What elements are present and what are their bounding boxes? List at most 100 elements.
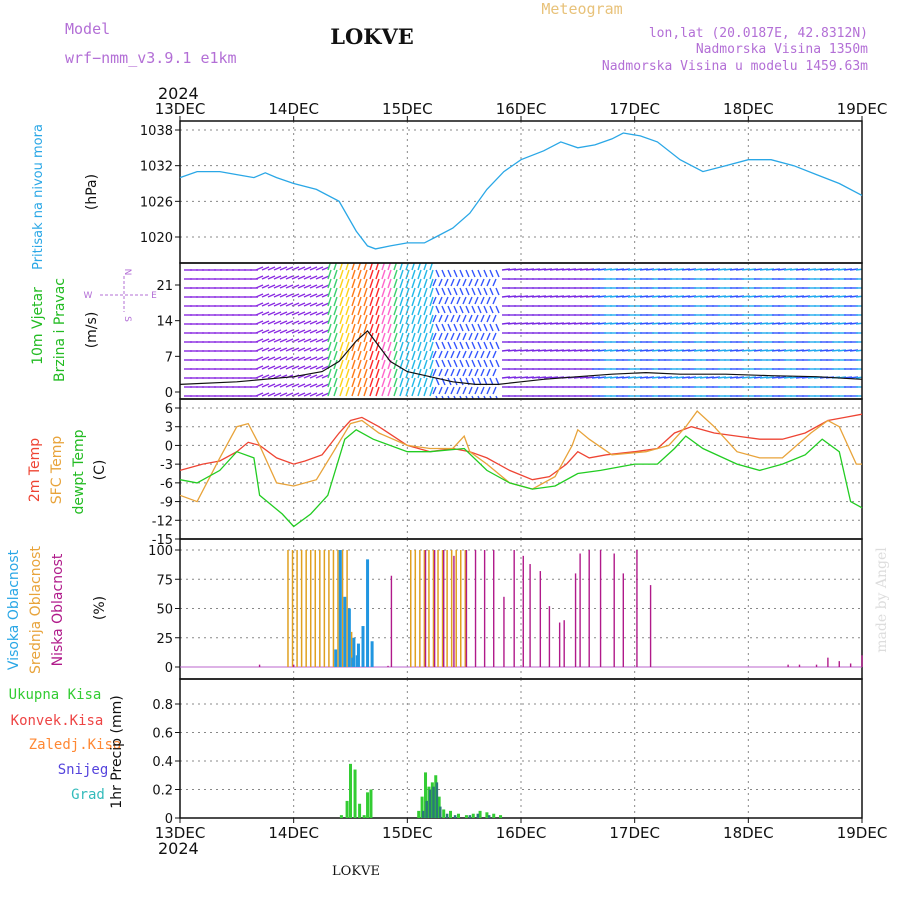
x-tick-label-bottom: 18DEC xyxy=(723,824,774,842)
wind-barb xyxy=(333,341,338,352)
wind-barb xyxy=(735,349,745,352)
wind-barb xyxy=(315,365,324,370)
wind-barb xyxy=(456,278,461,287)
wind-barb xyxy=(321,320,330,325)
station-title: LOKVE xyxy=(330,24,414,49)
wind-barb xyxy=(399,332,404,343)
wind-barb xyxy=(309,293,318,298)
wind-barb xyxy=(273,284,282,289)
cloud-bar xyxy=(588,550,590,667)
wind-barb xyxy=(486,314,491,323)
wind-barb xyxy=(273,392,282,397)
wind-barb xyxy=(705,376,715,379)
wind-barb xyxy=(333,269,338,280)
wind-barb xyxy=(573,268,583,271)
wind-barb xyxy=(375,296,380,307)
wind-barb xyxy=(711,322,721,325)
wind-barb xyxy=(435,305,440,314)
wind-barb xyxy=(297,275,306,280)
wind-barb xyxy=(651,322,661,325)
wind-barb xyxy=(432,350,437,359)
wind-barb xyxy=(303,311,312,316)
precip-bar xyxy=(366,792,370,818)
wind-barb xyxy=(549,376,559,379)
wind-barb xyxy=(795,268,805,271)
wind-barb xyxy=(357,314,362,325)
wind-barb xyxy=(267,356,276,361)
wind-barb xyxy=(267,302,276,307)
wind-barb xyxy=(279,275,288,280)
wind-barb xyxy=(849,376,859,379)
wind-barb xyxy=(489,323,494,332)
wind-barb xyxy=(387,386,392,397)
wind-barb xyxy=(405,278,410,289)
wind-barb xyxy=(831,322,841,325)
wind-barb xyxy=(285,311,294,316)
wind-barb xyxy=(483,269,488,278)
y-tick-label: -3 xyxy=(160,458,173,473)
wind-barb xyxy=(465,341,470,350)
wind-barb xyxy=(309,284,318,289)
wind-barb xyxy=(621,376,631,379)
wind-barb xyxy=(345,332,350,343)
y-tick-label: 0 xyxy=(165,439,173,454)
wind-barb xyxy=(699,349,709,352)
wind-barb xyxy=(339,314,344,325)
cloud-bar xyxy=(319,550,321,667)
cloud-bar xyxy=(827,657,829,667)
wind-barb xyxy=(375,341,380,352)
precip-bar xyxy=(445,813,449,818)
wind-barb xyxy=(447,269,452,278)
wind-barb xyxy=(651,268,661,271)
wind-barb xyxy=(297,356,306,361)
cloud-bar xyxy=(351,657,355,667)
wind-barb xyxy=(579,268,589,271)
wind-barb xyxy=(471,269,476,278)
wind-barb xyxy=(489,305,494,314)
wind-barb xyxy=(423,314,428,325)
wind-barb xyxy=(501,349,511,352)
y-tick-label: 100 xyxy=(148,544,173,559)
y-tick-label: 0.2 xyxy=(152,784,173,799)
wind-barb xyxy=(453,359,458,368)
wind-barb xyxy=(345,296,350,307)
wind-barb xyxy=(447,341,452,350)
wind-barb xyxy=(747,376,757,379)
wind-barb xyxy=(477,305,482,314)
wind-barb xyxy=(351,332,356,343)
wind-barb xyxy=(747,349,757,352)
wind-barb xyxy=(807,268,817,271)
wind-barb xyxy=(273,302,282,307)
wind-barb xyxy=(465,359,470,368)
wind-barb xyxy=(285,293,294,298)
wind-barb xyxy=(273,275,282,280)
wind-barb xyxy=(297,293,306,298)
wind-barb xyxy=(285,275,294,280)
wind-barb xyxy=(474,314,479,323)
y-tick-label: 6 xyxy=(165,402,173,417)
cloud-bar xyxy=(441,550,444,667)
wind-barb xyxy=(681,349,691,352)
y-tick-label: 14 xyxy=(156,315,173,330)
wind-barb xyxy=(471,341,476,350)
wind-barb xyxy=(291,365,300,370)
wind-barb xyxy=(441,341,446,350)
y-tick-label: 1038 xyxy=(140,124,173,139)
wind-barb xyxy=(315,383,324,388)
wind-barb xyxy=(279,266,288,271)
wind-barb xyxy=(480,296,485,305)
wind-barb xyxy=(669,295,679,298)
wind-barb xyxy=(369,377,374,388)
wind-barb xyxy=(591,349,601,352)
wind-barb xyxy=(399,323,404,334)
wind-barb xyxy=(669,376,679,379)
wind-barb xyxy=(801,349,811,352)
cloud-bar xyxy=(309,550,312,667)
wind-barb xyxy=(375,332,380,343)
wind-barb xyxy=(327,332,332,343)
wind-barb xyxy=(783,376,793,379)
precip-bar xyxy=(449,810,453,818)
wind-barb xyxy=(705,268,715,271)
wind-barb xyxy=(387,296,392,307)
wind-barb xyxy=(411,350,416,361)
